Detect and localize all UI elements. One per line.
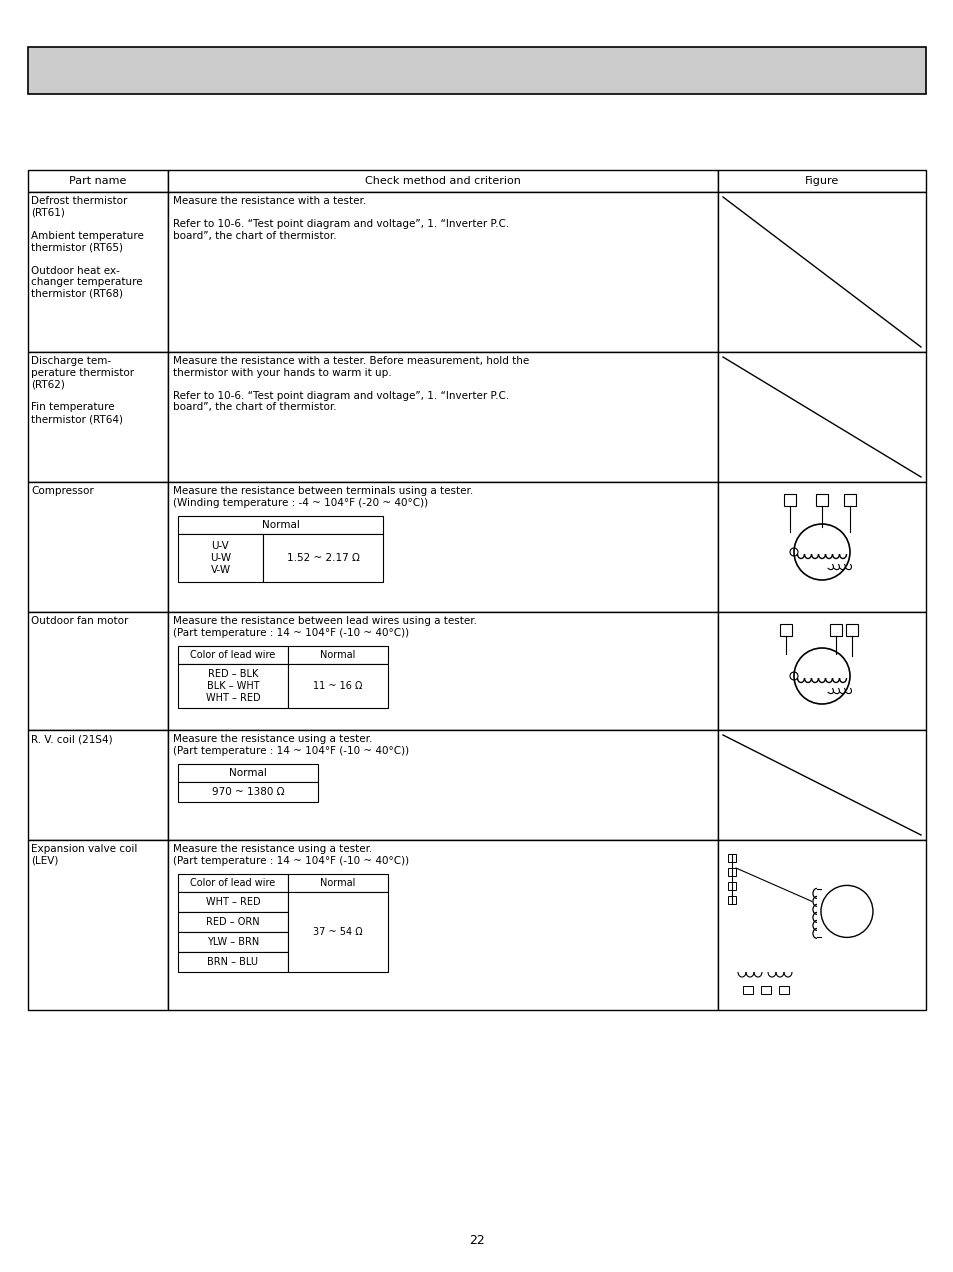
Text: Measure the resistance using a tester.
(Part temperature : 14 ~ 104°F (-10 ~ 40°: Measure the resistance using a tester. (… <box>172 734 409 756</box>
Bar <box>28 47 925 94</box>
Text: Check method and criterion: Check method and criterion <box>365 176 520 186</box>
Bar <box>845 625 857 636</box>
Bar <box>718 352 925 482</box>
Text: 11 ~ 16 Ω: 11 ~ 16 Ω <box>313 681 362 691</box>
Text: Defrost thermistor
(RT61)

Ambient temperature
thermistor (RT65)

Outdoor heat e: Defrost thermistor (RT61) Ambient temper… <box>30 196 144 299</box>
Text: Measure the resistance with a tester. Before measurement, hold the
thermistor wi: Measure the resistance with a tester. Be… <box>172 356 529 412</box>
Text: Discharge tem-
perature thermistor
(RT62)

Fin temperature
thermistor (RT64): Discharge tem- perature thermistor (RT62… <box>30 356 134 424</box>
Text: Measure the resistance between terminals using a tester.
(Winding temperature : : Measure the resistance between terminals… <box>172 486 473 508</box>
Bar <box>288 892 388 972</box>
Bar <box>718 840 925 1010</box>
Bar <box>178 764 317 782</box>
Bar <box>178 932 288 951</box>
Bar <box>178 646 288 664</box>
Text: Normal: Normal <box>320 650 355 660</box>
Bar <box>168 352 718 482</box>
Bar <box>727 854 735 862</box>
Bar <box>168 612 718 730</box>
Bar <box>28 482 168 612</box>
Bar <box>779 986 788 993</box>
Bar <box>178 892 288 912</box>
Bar <box>178 782 317 803</box>
Bar <box>178 664 288 709</box>
Text: Expansion valve coil
(LEV): Expansion valve coil (LEV) <box>30 845 137 866</box>
Text: Outdoor fan motor: Outdoor fan motor <box>30 616 129 626</box>
Text: Normal: Normal <box>229 768 267 778</box>
Text: RED – ORN: RED – ORN <box>206 917 259 927</box>
Bar <box>28 730 168 840</box>
Bar <box>718 730 925 840</box>
Text: Part name: Part name <box>70 176 127 186</box>
Bar <box>168 192 718 352</box>
Bar <box>780 625 791 636</box>
Bar <box>28 192 168 352</box>
Text: BRN – BLU: BRN – BLU <box>208 957 258 967</box>
Bar <box>718 612 925 730</box>
Bar <box>843 494 855 506</box>
Bar <box>168 170 718 192</box>
Text: Normal: Normal <box>261 520 299 530</box>
Bar <box>168 482 718 612</box>
Text: Compressor: Compressor <box>30 486 93 496</box>
Bar <box>727 881 735 890</box>
Bar <box>178 874 288 892</box>
Bar <box>178 951 288 972</box>
Bar <box>815 494 827 506</box>
Text: Measure the resistance using a tester.
(Part temperature : 14 ~ 104°F (-10 ~ 40°: Measure the resistance using a tester. (… <box>172 845 409 866</box>
Bar <box>28 612 168 730</box>
Text: 970 ~ 1380 Ω: 970 ~ 1380 Ω <box>212 787 284 798</box>
Text: WHT – RED: WHT – RED <box>206 897 260 907</box>
Text: 22: 22 <box>469 1234 484 1247</box>
Bar <box>288 664 388 709</box>
Text: Measure the resistance with a tester.

Refer to 10-6. “Test point diagram and vo: Measure the resistance with a tester. Re… <box>172 196 509 240</box>
Text: U-V
U-W
V-W: U-V U-W V-W <box>210 542 231 575</box>
Bar <box>178 912 288 932</box>
Bar <box>178 534 263 583</box>
Text: Measure the resistance between lead wires using a tester.
(Part temperature : 14: Measure the resistance between lead wire… <box>172 616 476 637</box>
Text: RED – BLK
BLK – WHT
WHT – RED: RED – BLK BLK – WHT WHT – RED <box>206 669 260 702</box>
Bar <box>718 482 925 612</box>
Bar <box>727 868 735 876</box>
Bar <box>288 874 388 892</box>
Text: R. V. coil (21S4): R. V. coil (21S4) <box>30 734 112 744</box>
Bar <box>28 352 168 482</box>
Bar <box>288 646 388 664</box>
Bar <box>168 840 718 1010</box>
Text: 1.52 ~ 2.17 Ω: 1.52 ~ 2.17 Ω <box>286 553 359 563</box>
Bar <box>718 170 925 192</box>
Bar <box>263 534 382 583</box>
Text: 37 ~ 54 Ω: 37 ~ 54 Ω <box>313 927 362 937</box>
Bar <box>718 192 925 352</box>
Bar <box>783 494 795 506</box>
Bar <box>829 625 841 636</box>
Bar <box>742 986 752 993</box>
Bar <box>28 840 168 1010</box>
Bar <box>727 895 735 904</box>
Bar <box>168 730 718 840</box>
Text: Normal: Normal <box>320 878 355 888</box>
Text: YLW – BRN: YLW – BRN <box>207 937 259 946</box>
Bar <box>760 986 770 993</box>
Bar <box>28 170 168 192</box>
Text: Color of lead wire: Color of lead wire <box>191 650 275 660</box>
Text: Figure: Figure <box>804 176 839 186</box>
Text: Color of lead wire: Color of lead wire <box>191 878 275 888</box>
Bar <box>178 516 382 534</box>
